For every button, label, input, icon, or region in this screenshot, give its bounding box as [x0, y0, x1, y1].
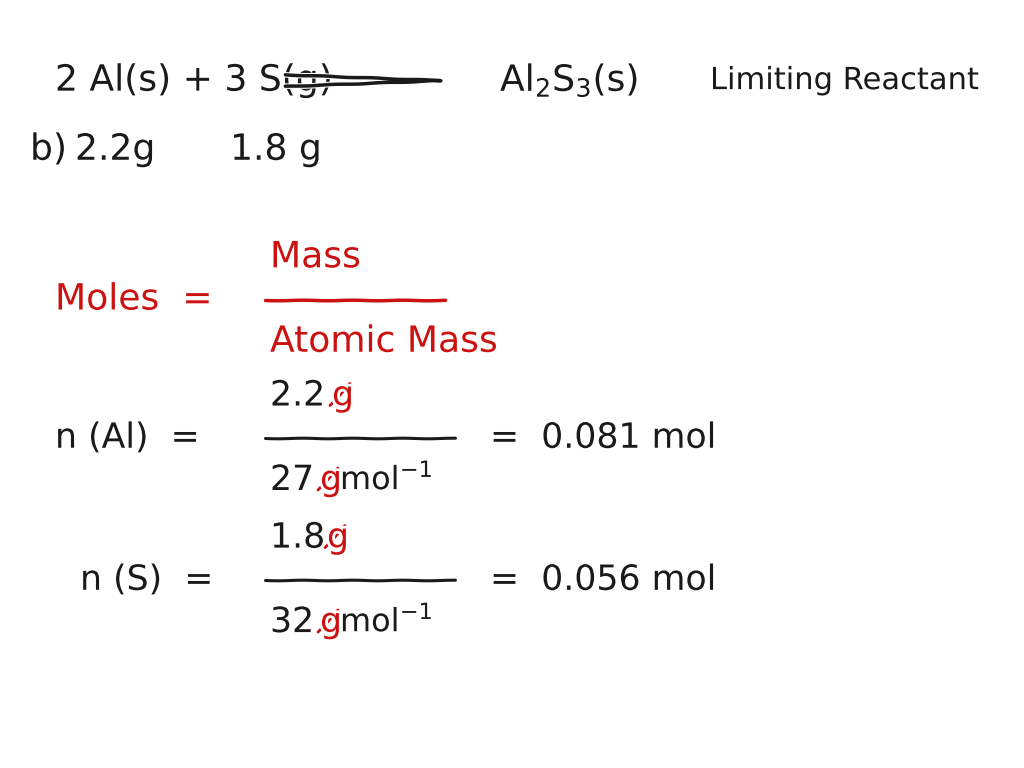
Text: mol$^{-1}$: mol$^{-1}$ — [340, 606, 433, 638]
Text: b): b) — [30, 133, 67, 167]
Text: g: g — [332, 379, 354, 412]
Text: g: g — [319, 463, 342, 497]
Text: 1.8: 1.8 — [270, 521, 337, 554]
Text: =  0.056 mol: = 0.056 mol — [490, 563, 716, 597]
Text: 2 Al(s) + 3 S(g): 2 Al(s) + 3 S(g) — [55, 64, 333, 98]
Text: n (Al)  =: n (Al) = — [55, 421, 200, 455]
Text: Limiting Reactant: Limiting Reactant — [710, 66, 979, 95]
Text: g: g — [327, 521, 349, 554]
Text: Atomic Mass: Atomic Mass — [270, 325, 498, 359]
Text: 32: 32 — [270, 605, 326, 639]
Text: 2.2: 2.2 — [270, 379, 336, 412]
Text: 2.2g: 2.2g — [75, 133, 156, 167]
Text: Moles  =: Moles = — [55, 283, 213, 316]
Text: n (S)  =: n (S) = — [80, 563, 213, 597]
Text: mol$^{-1}$: mol$^{-1}$ — [340, 464, 433, 496]
Text: 1.8 g: 1.8 g — [230, 133, 322, 167]
Text: Mass: Mass — [270, 240, 360, 274]
Text: 27: 27 — [270, 463, 326, 497]
Text: Al$_2$S$_3$(s): Al$_2$S$_3$(s) — [500, 62, 638, 99]
Text: =  0.081 mol: = 0.081 mol — [490, 421, 716, 455]
Text: g: g — [319, 605, 342, 639]
